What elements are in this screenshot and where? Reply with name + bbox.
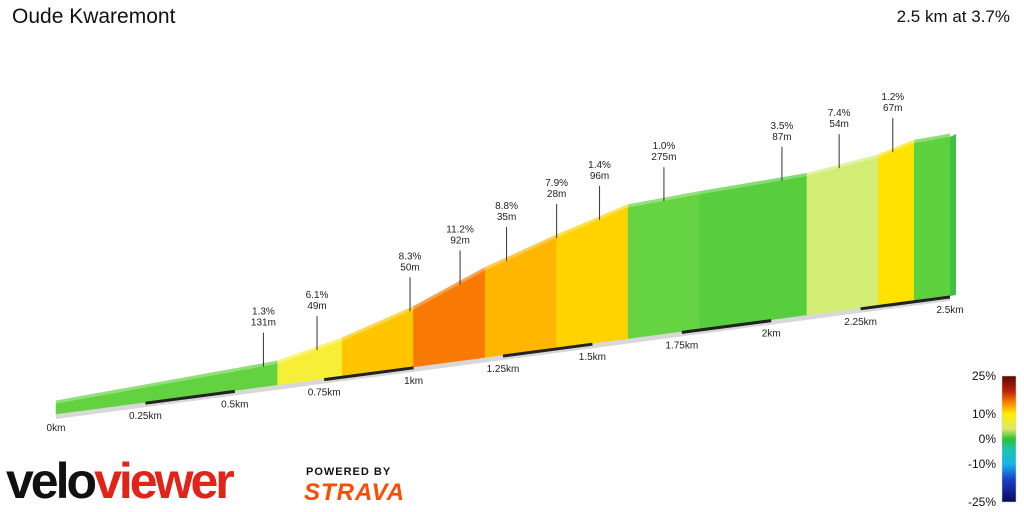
distance-tick-label: 1.75km: [665, 340, 698, 351]
profile-top-edge: [735, 179, 772, 190]
segment-labels: 1.3%131m 6.1%49m 8.3%50m 11.2%92m 8.8%35m 7.9…: [251, 92, 904, 367]
segment-length-label: 131m: [251, 318, 276, 329]
profile-slice: [556, 222, 593, 349]
color-scale-label: 10%: [972, 407, 996, 421]
color-scale-label: -10%: [968, 457, 996, 471]
profile-top-edge: [377, 306, 415, 326]
profile-top-edge: [448, 267, 487, 291]
segment-length-label: 28m: [547, 189, 566, 200]
profile-slice: [520, 237, 557, 353]
segment-grade-label: 8.8%: [495, 201, 518, 212]
distance-tick-label: 1.25km: [487, 364, 520, 375]
color-scale-bar: [1001, 375, 1017, 503]
powered-by-label: POWERED BY: [306, 466, 392, 478]
profile-top-edge: [184, 360, 279, 382]
distance-axis: 0km 0.25km 0.5km 0.75km 1km 1.25km 1.5km 1.75km…: [47, 295, 964, 434]
gradient-color-scale: 25% 10% 0% -10% -25%: [968, 369, 1017, 509]
distance-tick-label: 0km: [47, 423, 66, 434]
distance-tick-label: 0.75km: [308, 388, 341, 399]
distance-tick-label: 1.5km: [579, 352, 606, 363]
distance-band: [502, 342, 593, 358]
climb-summary: 2.5 km at 3.7%: [896, 7, 1010, 26]
profile-top-edge: [877, 140, 915, 159]
chart-title: Oude Kwaremont: [12, 5, 176, 28]
color-scale-label: 25%: [972, 369, 996, 383]
segment-grade-label: 1.2%: [881, 92, 904, 103]
color-scale-label: 0%: [979, 432, 997, 446]
distance-tick-label: 2km: [762, 329, 781, 340]
profile-top-edge: [341, 322, 379, 342]
profile-top-edge: [555, 219, 594, 239]
segment-grade-label: 1.3%: [252, 307, 275, 318]
segment-length-label: 96m: [590, 171, 609, 182]
profile-end-wall: [950, 134, 956, 296]
profile-top-edge: [842, 154, 879, 168]
segment-length-label: 35m: [497, 212, 516, 223]
profile-top-edge: [806, 163, 844, 177]
segment-length-label: 50m: [400, 262, 419, 273]
distance-tick-label: 0.5km: [221, 399, 248, 410]
distance-tick-label: 2.25km: [844, 317, 877, 328]
segment-grade-label: 6.1%: [306, 290, 329, 301]
segment-grade-label: 8.3%: [399, 251, 422, 262]
profile-slice: [735, 182, 772, 325]
profile-slice: [842, 157, 879, 311]
segment-grade-label: 1.0%: [653, 141, 676, 152]
logo-text-viewer: viewer: [94, 453, 235, 509]
segment-grade-label: 7.4%: [828, 108, 851, 119]
profile-slice: [627, 200, 665, 339]
profile-top-edge: [520, 234, 558, 255]
profile-slice: [806, 166, 844, 316]
distance-tick-label: 1km: [404, 376, 423, 387]
segment-length-label: 49m: [307, 301, 326, 312]
distance-band: [681, 319, 772, 334]
profile-top-edge: [591, 204, 629, 224]
distance-band: [860, 295, 951, 311]
profile-top-edge: [663, 191, 701, 202]
profile-top-edge: [305, 337, 343, 355]
profile-fill: [55, 133, 956, 415]
profile-top-edge: [55, 377, 186, 405]
profile-slice: [377, 309, 414, 372]
profile-top-edge: [484, 251, 522, 272]
profile-slice: [878, 142, 915, 306]
profile-slice: [770, 176, 808, 320]
segment-length-label: 92m: [450, 235, 469, 246]
profile-top-edge: [699, 185, 736, 196]
segment-length-label: 275m: [651, 152, 676, 163]
profile-slice: [699, 188, 736, 330]
distance-tick-label: 0.25km: [129, 411, 162, 422]
profile-top-edge: [770, 173, 808, 184]
profile-top-edge: [627, 197, 665, 209]
strava-logo: STRAVA: [304, 479, 406, 506]
veloviewer-logo: veloviewer: [6, 452, 235, 510]
profile-top-edge: [913, 133, 951, 144]
distance-tick-label: 2.5km: [936, 305, 963, 316]
segment-grade-label: 11.2%: [446, 224, 474, 235]
segment-grade-label: 7.9%: [545, 178, 568, 189]
color-scale-label: -25%: [968, 495, 996, 509]
segment-grade-label: 1.4%: [588, 160, 611, 171]
profile-slice: [663, 194, 700, 335]
profile-slice: [484, 253, 522, 358]
segment-length-label: 54m: [829, 119, 848, 130]
profile-top-edge: [412, 286, 451, 311]
profile-slice: [913, 136, 951, 302]
profile-slice: [592, 207, 629, 344]
profile-slice: [413, 289, 450, 368]
distance-band: [324, 366, 414, 382]
logo-text-velo: velo: [6, 453, 97, 509]
profile-top-edge: [277, 350, 307, 365]
segment-grade-label: 3.5%: [771, 121, 794, 132]
segment-length-label: 87m: [772, 132, 791, 143]
segment-length-label: 67m: [883, 103, 902, 114]
distance-band: [145, 389, 235, 405]
